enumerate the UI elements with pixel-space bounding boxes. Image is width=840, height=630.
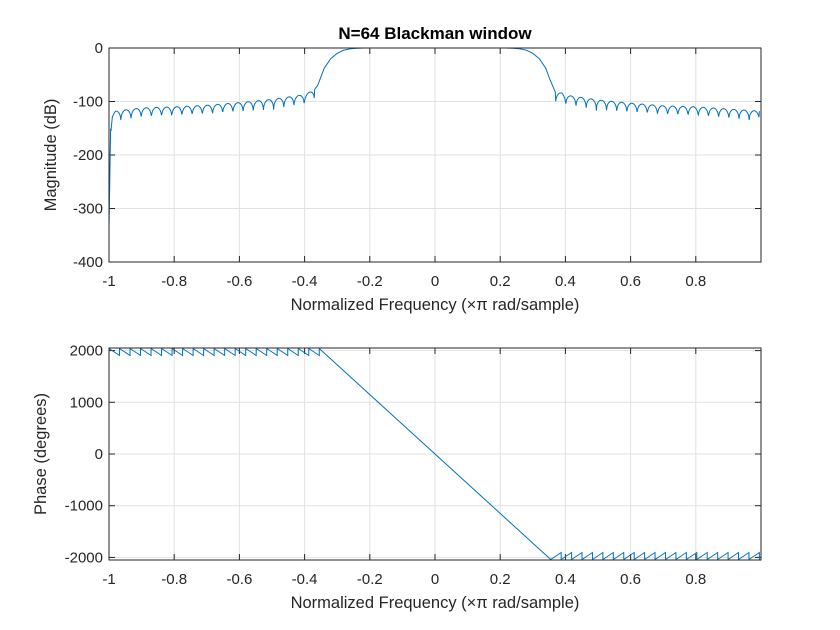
x-tick-label: 0.6 <box>620 571 641 588</box>
x-tick-label: -0.6 <box>226 571 252 588</box>
x-tick-label: -0.6 <box>226 273 252 290</box>
y-tick-label: 0 <box>95 446 103 463</box>
x-tick-label: 0.4 <box>555 571 576 588</box>
x-tick-label: 0.2 <box>490 273 511 290</box>
phase-y-axis-label: Phase (degrees) <box>32 393 50 515</box>
y-tick-label: 1000 <box>70 394 103 411</box>
x-tick-label: -0.2 <box>357 273 383 290</box>
x-tick-label: -0.4 <box>292 273 318 290</box>
phase-lines <box>108 347 762 561</box>
x-tick-label: 0 <box>431 273 439 290</box>
chart-title: N=64 Blackman window <box>338 24 532 43</box>
x-tick-label: -0.8 <box>161 571 187 588</box>
y-tick-label: -200 <box>73 147 103 164</box>
axes-border <box>108 47 762 263</box>
x-tick-label: -0.4 <box>292 571 318 588</box>
magnitude-plot: -1 -0.8 -0.6 -0.4 -0.2 0 0.2 0.4 0.6 0.8 0 -100 -200… <box>42 24 762 314</box>
y-tick-label: -1000 <box>65 498 103 515</box>
x-tick-label: -1 <box>102 273 115 290</box>
y-tick-label: -300 <box>73 201 103 218</box>
phase-x-axis-label: Normalized Frequency (×π rad/sample) <box>291 594 580 612</box>
phase-ticks: -1 -0.8 -0.6 -0.4 -0.2 0 0.2 0.4 0.6 0.8 2000 1000 0… <box>65 343 761 588</box>
x-tick-label: 0.6 <box>620 273 641 290</box>
magnitude-y-axis-label: Magnitude (dB) <box>42 99 60 212</box>
x-tick-label: -0.2 <box>357 571 383 588</box>
axes-border <box>108 347 762 561</box>
x-tick-label: 0 <box>431 571 439 588</box>
x-tick-label: 0.2 <box>490 571 511 588</box>
x-tick-label: 0.4 <box>555 273 576 290</box>
series-line <box>108 347 760 561</box>
y-tick-label: 0 <box>95 40 103 57</box>
y-tick-label: -2000 <box>65 549 103 566</box>
magnitude-lines <box>108 47 762 263</box>
y-tick-label: 2000 <box>70 343 103 360</box>
magnitude-x-axis-label: Normalized Frequency (×π rad/sample) <box>291 296 580 314</box>
x-tick-label: 0.8 <box>685 571 706 588</box>
y-tick-label: -100 <box>73 94 103 111</box>
x-tick-label: 0.8 <box>685 273 706 290</box>
x-tick-label: -1 <box>102 571 115 588</box>
phase-plot: -1 -0.8 -0.6 -0.4 -0.2 0 0.2 0.4 0.6 0.8 2000 1000 0… <box>32 343 762 612</box>
x-tick-label: -0.8 <box>161 273 187 290</box>
y-tick-label: -400 <box>73 254 103 271</box>
magnitude-ticks: -1 -0.8 -0.6 -0.4 -0.2 0 0.2 0.4 0.6 0.8 0 -100 -200… <box>73 40 761 290</box>
